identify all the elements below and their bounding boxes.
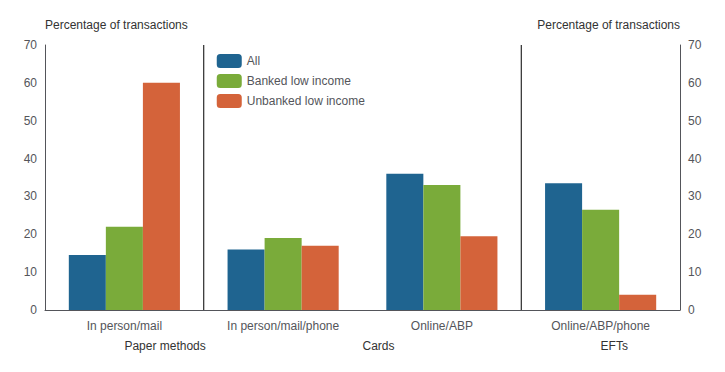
svg-text:Paper methods: Paper methods [124,339,205,353]
svg-text:Online/ABP/phone: Online/ABP/phone [551,319,650,333]
svg-text:Percentage of transactions: Percentage of transactions [537,18,680,32]
svg-text:20: 20 [24,227,38,241]
svg-text:In person/mail: In person/mail [87,319,162,333]
svg-text:Percentage of transactions: Percentage of transactions [45,18,188,32]
svg-text:30: 30 [24,189,38,203]
svg-text:30: 30 [688,189,702,203]
svg-text:Online/ABP: Online/ABP [411,319,473,333]
svg-text:Cards: Cards [362,339,394,353]
svg-text:70: 70 [688,38,702,52]
svg-text:0: 0 [688,303,695,317]
svg-text:60: 60 [688,76,702,90]
svg-text:EFTs: EFTs [601,339,628,353]
svg-text:70: 70 [24,38,38,52]
svg-text:All: All [247,54,260,68]
svg-text:40: 40 [24,152,38,166]
svg-text:10: 10 [24,265,38,279]
svg-text:50: 50 [688,114,702,128]
svg-text:60: 60 [24,76,38,90]
svg-text:40: 40 [688,152,702,166]
svg-text:Banked low income: Banked low income [247,74,351,88]
svg-text:20: 20 [688,227,702,241]
svg-text:10: 10 [688,265,702,279]
svg-text:Unbanked low income: Unbanked low income [247,94,365,108]
svg-text:50: 50 [24,114,38,128]
svg-text:0: 0 [30,303,37,317]
svg-text:In person/mail/phone: In person/mail/phone [227,319,339,333]
